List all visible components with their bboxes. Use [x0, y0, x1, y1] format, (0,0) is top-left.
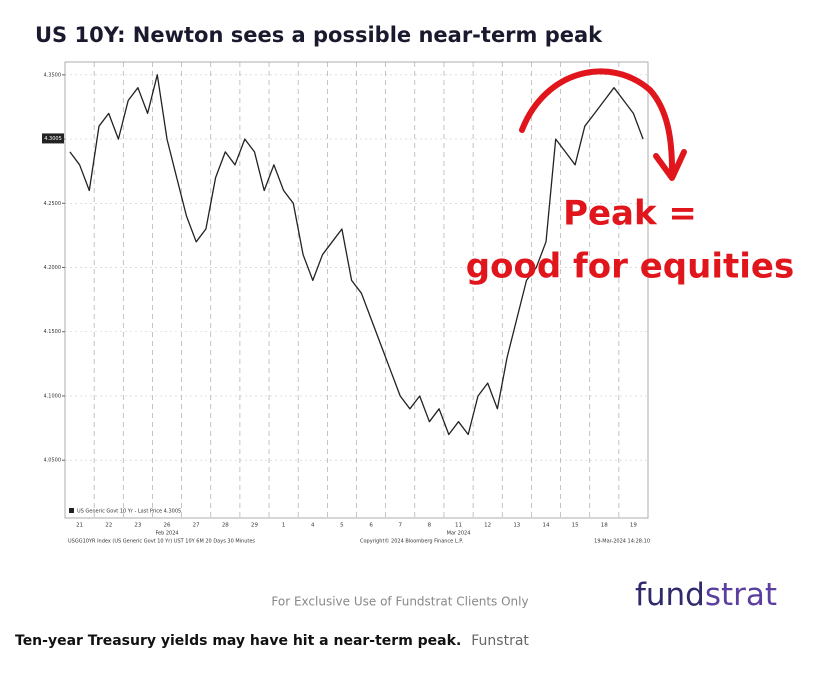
x-tick-label: 13 [513, 523, 520, 529]
y-tick-label: 4.2000 [44, 265, 62, 271]
caption: Ten-year Treasury yields may have hit a … [15, 633, 529, 649]
x-tick-label: 19 [630, 523, 637, 529]
chart-title: US 10Y: Newton sees a possible near-term… [35, 23, 603, 47]
x-tick-label: 26 [164, 523, 171, 529]
x-tick-label: 11 [455, 523, 462, 529]
logo-part: strat [705, 577, 777, 613]
arrowhead [653, 149, 687, 181]
arrow [519, 68, 675, 173]
caption-credit: Funstrat [471, 633, 529, 649]
footer-center: Copyright© 2024 Bloomberg Finance L.P. [360, 538, 463, 545]
x-tick-label: 15 [572, 523, 579, 529]
notice: For Exclusive Use of Fundstrat Clients O… [271, 595, 528, 609]
x-tick-label: 5 [340, 523, 344, 529]
x-tick-label: 29 [251, 523, 258, 529]
y-tick-label: 4.2500 [44, 201, 62, 207]
x-tick-label: 27 [193, 523, 200, 529]
x-tick-label: 18 [601, 523, 608, 529]
x-tick-label: 23 [134, 523, 141, 529]
x-tick-label: 21 [76, 523, 83, 529]
logo-part: fund [635, 577, 705, 613]
y-tick-label: 4.3500 [44, 72, 62, 78]
x-tick-label: 6 [369, 523, 373, 529]
annotation: Peak = [563, 194, 697, 234]
x-tick-label: 7 [398, 523, 402, 529]
last-price-label: 4.3005 [44, 136, 62, 142]
logo: fundstrat [635, 577, 777, 613]
x-tick-label: 8 [428, 523, 432, 529]
y-tick-label: 4.1500 [44, 329, 62, 335]
y-tick-label: 4.0500 [44, 458, 62, 464]
line [69, 74, 644, 436]
caption-text: Ten-year Treasury yields may have hit a … [15, 633, 461, 649]
x-tick-label: 28 [222, 523, 229, 529]
x-tick-label: 1 [282, 523, 286, 529]
last-price-box [42, 133, 64, 144]
x-tick-label: 12 [484, 523, 491, 529]
annotation: good for equities [466, 247, 794, 287]
y-tick-label: 4.1000 [44, 393, 62, 399]
x-tick-label: 14 [542, 523, 549, 529]
plot: 4.05004.10004.15004.20004.25004.30004.35… [42, 62, 648, 537]
footer-right: 19-Mar-2024 14:28:10 [594, 539, 650, 545]
x-tick-label: 4 [311, 523, 315, 529]
x-tick-label: 22 [105, 523, 112, 529]
footer-left: USGG10YR Index (US Generic Govt 10 Yr) U… [68, 539, 255, 545]
month-label: Feb 2024 [155, 531, 178, 537]
month-label: Mar 2024 [447, 531, 471, 537]
legend-label: US Generic Govt 10 Yr - Last Price 4.300… [77, 509, 181, 515]
legend-swatch [69, 508, 74, 513]
